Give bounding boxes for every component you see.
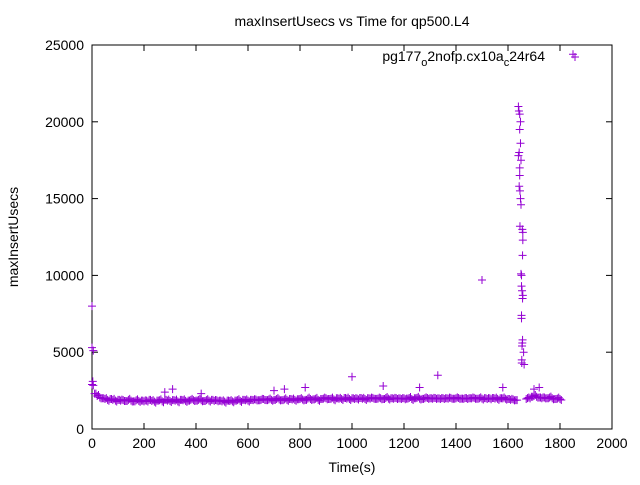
y-axis: 0 5000 10000 15000 20000 25000 [45, 37, 612, 437]
data-point [517, 200, 525, 209]
legend-label: pg177o2nofp.cx10ac24r64 [382, 48, 545, 69]
data-point [517, 271, 526, 280]
data-point [379, 381, 388, 390]
chart-title: maxInsertUsecs vs Time for qp500.L4 [235, 13, 470, 29]
data-point [517, 156, 525, 165]
x-tick-label: 1200 [388, 435, 419, 451]
y-tick-label: 0 [76, 421, 84, 437]
data-point [515, 110, 524, 119]
x-tick-label: 400 [184, 435, 208, 451]
y-tick-label: 25000 [45, 37, 84, 53]
x-tick-label: 200 [132, 435, 156, 451]
plot-border [91, 44, 613, 430]
data-point [557, 395, 566, 404]
data-point [520, 360, 529, 369]
data-point [518, 294, 527, 303]
x-tick-label: 1400 [440, 435, 471, 451]
x-tick-label: 0 [88, 435, 96, 451]
data-point [515, 125, 524, 134]
x-axis-label: Time(s) [329, 459, 376, 475]
data-point [88, 302, 96, 311]
x-tick-label: 600 [236, 435, 260, 451]
data-point [518, 251, 527, 260]
data-point [515, 171, 524, 180]
data-point [301, 383, 310, 392]
y-tick-label: 5000 [53, 344, 84, 360]
data-point [517, 282, 526, 291]
data-point [88, 377, 97, 386]
data-point [516, 139, 525, 148]
data-point [514, 102, 523, 111]
data-point [498, 383, 507, 392]
x-tick-label: 1000 [336, 435, 367, 451]
data-point [415, 383, 424, 392]
data-point [530, 385, 538, 394]
y-tick-label: 10000 [45, 267, 84, 283]
data-point [516, 194, 525, 203]
x-tick-label: 2000 [596, 435, 627, 451]
data-point [535, 383, 544, 392]
data-point [478, 276, 486, 285]
data-point [518, 228, 527, 237]
data-point [518, 342, 527, 351]
data-point [569, 50, 577, 59]
x-tick-label: 1600 [492, 435, 523, 451]
data-point [556, 395, 564, 404]
data-point [513, 396, 522, 405]
data-point [270, 386, 278, 395]
y-axis-label: maxInsertUsecs [5, 187, 21, 287]
data-point [518, 286, 527, 295]
data-point [514, 151, 523, 160]
legend: pg177o2nofp.cx10ac24r64 [382, 48, 579, 69]
y-tick-label: 15000 [45, 191, 84, 207]
data-points [88, 50, 577, 407]
data-point [160, 388, 169, 397]
data-point [89, 346, 98, 355]
data-point [519, 348, 528, 357]
data-point [197, 389, 206, 398]
data-point [516, 117, 525, 126]
data-point [518, 236, 527, 245]
data-point [515, 186, 524, 195]
data-point [517, 269, 525, 278]
data-point [517, 314, 526, 323]
x-tick-label: 1800 [544, 435, 575, 451]
data-point [168, 385, 177, 394]
data-point [280, 385, 289, 394]
data-point [515, 182, 524, 191]
x-tick-label: 800 [288, 435, 312, 451]
data-point [515, 163, 524, 172]
x-axis: 0 200 400 600 800 1000 1200 1400 1600 1800 2000 [88, 45, 628, 451]
data-point [433, 371, 442, 380]
data-point [89, 381, 98, 390]
data-point [348, 372, 356, 381]
y-tick-label: 20000 [45, 114, 84, 130]
